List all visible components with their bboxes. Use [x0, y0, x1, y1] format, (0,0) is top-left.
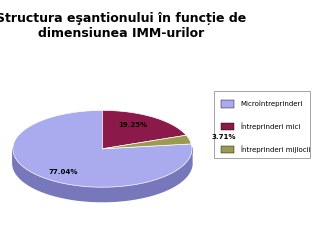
- Text: Întreprinderi mijlocii: Întreprinderi mijlocii: [240, 146, 311, 153]
- Bar: [214, 91, 310, 158]
- Polygon shape: [13, 110, 192, 187]
- Text: Structura eşantionului în funcție de
dimensiunea IMM-urilor: Structura eşantionului în funcție de dim…: [0, 12, 247, 40]
- Text: 77.04%: 77.04%: [49, 169, 78, 175]
- Polygon shape: [102, 110, 186, 149]
- Bar: [221, 123, 234, 130]
- Text: 3.71%: 3.71%: [211, 134, 236, 140]
- Text: Microîntreprinderi: Microîntreprinderi: [240, 101, 302, 107]
- Text: Întreprinderi mici: Întreprinderi mici: [240, 123, 300, 131]
- Bar: [221, 146, 234, 153]
- Bar: [221, 100, 234, 108]
- Polygon shape: [13, 148, 192, 202]
- Text: 19.25%: 19.25%: [118, 122, 148, 128]
- Polygon shape: [102, 135, 191, 149]
